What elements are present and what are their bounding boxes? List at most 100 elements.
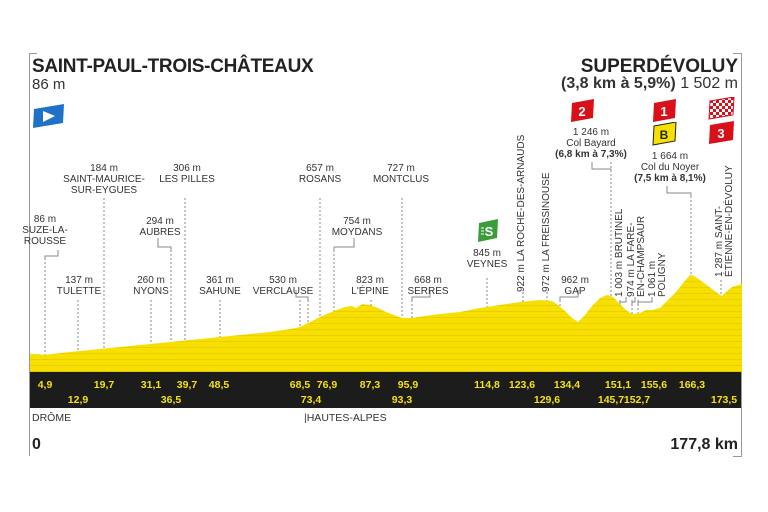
waypoint-altitude: 657 m	[306, 163, 334, 174]
frame-left-tick	[29, 53, 37, 54]
waypoint-rosans: 657 m ROSANS	[299, 163, 341, 185]
waypoint-altitude: 845 m	[473, 248, 501, 259]
region-hautes-alpes: |HAUTES-ALPES	[304, 412, 387, 424]
km-marker: 73,4	[300, 394, 322, 406]
waypoint-altitude: 962 m	[561, 275, 589, 286]
km-marker: 123,6	[508, 379, 536, 391]
waypoint-name: ROSANS	[298, 174, 342, 185]
finish-altitude: 1 502 m	[680, 75, 738, 92]
km-marker: 145,7	[597, 394, 625, 406]
waypoint-altitude: 184 m	[90, 163, 118, 174]
km-marker: 93,3	[391, 394, 413, 406]
km-marker: 114,8	[474, 379, 500, 391]
waypoint-name: NYONS	[133, 286, 169, 297]
start-town-title: SAINT-PAUL-TROIS-CHÂTEAUX	[32, 56, 314, 77]
frame-right-line	[741, 53, 742, 456]
waypoint-suze-la-rousse: 86 m SUZE-LA- ROUSSE	[22, 214, 68, 247]
km-band	[30, 372, 741, 408]
waypoint-name: POLIGNY	[657, 252, 668, 297]
start-altitude: 86 m	[32, 76, 66, 93]
frame-right-bottom-tick	[733, 456, 742, 457]
waypoint-altitude: 823 m	[356, 275, 384, 286]
finish-climb: (3,8 km à 5,9%)	[561, 75, 676, 92]
climb-col-bayard: 1 246 m Col Bayard (6,8 km à 7,3%)	[555, 127, 627, 160]
waypoint-altitude: 260 m	[137, 275, 165, 286]
km-marker: 36,5	[160, 394, 182, 406]
kom-cat2-marker-icon: 2	[571, 99, 594, 122]
km-marker: 134,4	[553, 379, 581, 391]
finish-town-title: SUPERDÉVOLUY	[580, 56, 738, 77]
climb-name: Col Bayard	[566, 138, 616, 149]
km-marker: 68,5	[289, 379, 311, 391]
waypoint-name: ROUSSE	[23, 236, 67, 247]
waypoint-la-roche-des-arnauds: 922 m LA ROCHE-DES-ARNAUDS	[516, 134, 527, 292]
km-marker: 31,1	[140, 379, 162, 391]
frame-left-line	[29, 53, 30, 456]
waypoint-name: SAINT-MAURICE-	[63, 174, 145, 185]
waypoint-name: SUZE-LA-	[22, 225, 68, 236]
waypoint-saint-etienne-en-devoluy: 1 287 m SAINT- ÉTIENNE-EN-DÉVOLUY	[714, 165, 735, 277]
waypoint-name: SERRES	[407, 286, 449, 297]
waypoint-name: MONTCLUS	[372, 174, 430, 185]
waypoint-altitude: 306 m	[173, 163, 201, 174]
waypoint-poligny: 1 061 m POLIGNY	[647, 252, 668, 297]
km-marker: 48,5	[208, 379, 230, 391]
km-marker: 87,3	[359, 379, 381, 391]
waypoint-tulette: 137 m TULETTE	[57, 275, 101, 297]
waypoint-nyons: 260 m NYONS	[133, 275, 169, 297]
waypoint-brutinel: 1 003 m BRUTINEL	[614, 208, 625, 297]
climb-gradient: (7,5 km à 8,1%)	[634, 173, 706, 184]
waypoint-name: LES PILLES	[159, 174, 215, 185]
km-marker: 155,6	[640, 379, 668, 391]
waypoint-name: MOYDANS	[331, 227, 383, 238]
waypoint-name: EN-CHAMPSAUR	[636, 215, 647, 297]
km-marker: 166,3	[678, 379, 706, 391]
waypoint-altitude: 727 m	[387, 163, 415, 174]
svg-text:2: 2	[578, 104, 585, 119]
km-marker: 151,1	[604, 379, 632, 391]
waypoint-name: L'ÉPINE	[351, 286, 389, 297]
waypoint-altitude: 361 m	[206, 275, 234, 286]
km-marker: 173,5	[710, 394, 738, 406]
finish-checkered-flag-icon	[708, 97, 735, 120]
frame-right-tick	[733, 53, 741, 54]
waypoint-montclus: 727 m MONTCLUS	[373, 163, 429, 185]
waypoint-lepine: 823 m L'ÉPINE	[351, 275, 388, 297]
waypoint-name: GAP	[564, 286, 586, 297]
waypoint-altitude: 668 m	[414, 275, 442, 286]
climb-gradient: (6,8 km à 7,3%)	[555, 149, 627, 160]
profile-area	[30, 275, 742, 372]
waypoint-gap: 962 m GAP	[561, 275, 589, 297]
start-flag-icon	[33, 104, 64, 128]
waypoint-moydans: 754 m MOYDANS	[332, 216, 383, 238]
waypoint-name: VEYNES	[466, 259, 508, 270]
waypoint-name: TULETTE	[56, 286, 102, 297]
waypoint-altitude: 86 m	[33, 214, 57, 225]
kom-cat3-marker-icon: 3	[709, 121, 734, 144]
waypoint-altitude: 137 m	[65, 275, 93, 286]
km-marker: 152,7	[623, 394, 651, 406]
climb-col-du-noyer: 1 664 m Col du Noyer (7,5 km à 8,1%)	[634, 151, 706, 184]
bonus-marker-icon: B	[652, 122, 677, 146]
waypoint-name: VERCLAUSE	[252, 286, 314, 297]
svg-text:B: B	[660, 128, 669, 142]
km-marker: 39,7	[176, 379, 198, 391]
finish-subtitle: (3,8 km à 5,9%) 1 502 m	[561, 75, 738, 93]
svg-text:3: 3	[717, 126, 724, 141]
waypoint-sahune: 361 m SAHUNE	[199, 275, 241, 297]
waypoint-name: SUR-EYGUES	[70, 185, 138, 196]
waypoint-verclause: 530 m VERCLAUSE	[253, 275, 314, 297]
waypoint-saint-maurice: 184 m SAINT-MAURICE- SUR-EYGUES	[63, 163, 145, 196]
svg-text:S: S	[485, 224, 494, 239]
waypoint-la-freissinouse: 972 m LA FREISSINOUSE	[541, 172, 552, 293]
distance-total: 177,8 km	[670, 436, 738, 453]
distance-start: 0	[32, 436, 41, 453]
waypoint-name: AUBRES	[139, 227, 181, 238]
km-marker: 76,9	[316, 379, 338, 391]
km-marker: 4,9	[37, 379, 53, 391]
km-marker: 12,9	[67, 394, 89, 406]
km-marker: 129,6	[533, 394, 561, 406]
climb-name: Col du Noyer	[640, 162, 700, 173]
climb-altitude: 1 664 m	[651, 151, 689, 162]
waypoint-name: SAHUNE	[199, 286, 241, 297]
